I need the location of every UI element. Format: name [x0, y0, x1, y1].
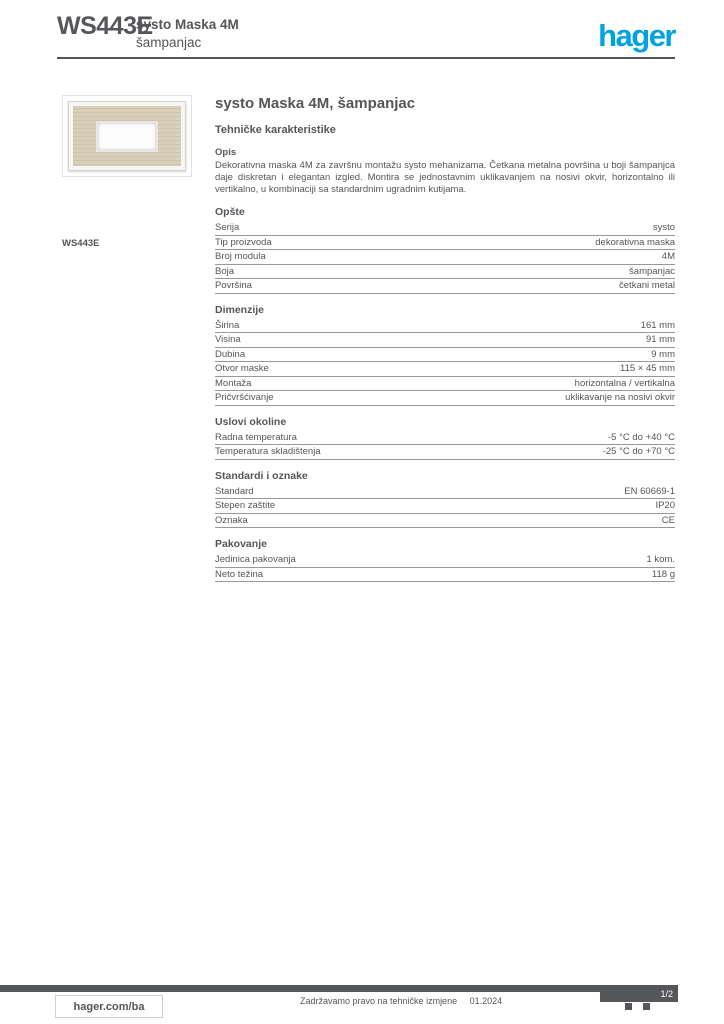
section-title: Standardi i oznake: [215, 469, 308, 482]
spec-label: Jedinica pakovanja: [215, 554, 296, 566]
page-number-badge: 1/2: [600, 985, 678, 1002]
spec-label: Neto težina: [215, 568, 264, 580]
spec-rows: Radna temperatura -5 °C do +40 °C Temper…: [215, 431, 675, 460]
spec-label: Pričvršćivanje: [215, 392, 274, 404]
spec-value: -25 °C do +70 °C: [602, 446, 675, 458]
footer-date: 01.2024: [469, 996, 503, 1006]
page-number: 1/2: [660, 988, 673, 999]
spec-rows: Standard EN 60669-1 Stepen zaštite IP20 …: [215, 485, 675, 529]
spec-label: Visina: [215, 334, 241, 346]
product-reference: WS443E: [57, 12, 153, 40]
spec-row: Površina četkani metal: [215, 279, 675, 294]
spec-section-environment: Uslovi okoline Radna temperatura -5 °C d…: [215, 416, 675, 460]
spec-row: Neto težina 118 g: [215, 568, 675, 583]
subtitle: Tehničke karakteristike: [215, 124, 336, 137]
spec-value: 115 × 45 mm: [619, 363, 675, 375]
spec-label: Serija: [215, 222, 240, 234]
footer-square-icon: [643, 1003, 650, 1010]
spec-value: EN 60669-1: [624, 485, 675, 497]
spec-label: Temperatura skladištenja: [215, 446, 321, 458]
page-title: systo Maska 4M, šampanjac: [215, 95, 416, 112]
spec-row: Temperatura skladištenja -25 °C do +70 °…: [215, 445, 675, 460]
spec-row: Širina 161 mm: [215, 319, 675, 334]
disclaimer-text: Zadržavamo pravo na tehničke izmjene: [300, 996, 458, 1006]
spec-row: Otvor maske 115 × 45 mm: [215, 362, 675, 377]
hager-site-link[interactable]: hager.com/ba: [55, 995, 163, 1018]
spec-section-dimensions: Dimenzije Širina 161 mm Visina 91 mm Dub…: [215, 304, 675, 406]
spec-rows: Jedinica pakovanja 1 kom. Neto težina 11…: [215, 553, 675, 583]
spec-value: dekorativna maska: [595, 236, 675, 248]
footer-band: [0, 985, 678, 992]
cover-plate-image: [68, 101, 186, 171]
hager-logo: hager: [598, 18, 676, 53]
footer-disclaimer: Zadržavamo pravo na tehničke izmjene 01.…: [300, 996, 502, 1006]
header-product-line1: systo Maska 4M: [136, 17, 239, 32]
spec-section-packaging: Pakovanje Jedinica pakovanja 1 kom. Neto…: [215, 538, 675, 583]
description-label: Opis: [215, 147, 237, 159]
header-divider: [57, 57, 675, 59]
spec-value: -5 °C do +40 °C: [607, 431, 675, 443]
plate-metal-surface: [73, 106, 181, 166]
spec-value: 1 kom.: [646, 554, 675, 566]
spec-value: 118 g: [651, 568, 675, 580]
spec-row: Tip proizvoda dekorativna maska: [215, 236, 675, 251]
spec-row: Jedinica pakovanja 1 kom.: [215, 553, 675, 568]
spec-section-general: Opšte Serija systo Tip proizvoda dekorat…: [215, 206, 675, 294]
spec-row: Dubina 9 mm: [215, 348, 675, 363]
spec-row: Visina 91 mm: [215, 333, 675, 348]
spec-row: Broj modula 4M: [215, 250, 675, 265]
photo-caption: WS443E: [62, 238, 100, 249]
spec-row: Boja šampanjac: [215, 265, 675, 280]
header-product-name: systo Maska 4M šampanjac: [136, 14, 239, 51]
main-content: systo Maska 4M, šampanjac Tehničke karak…: [215, 95, 675, 583]
spec-value: 9 mm: [651, 348, 675, 360]
spec-value: četkani metal: [619, 280, 675, 292]
spec-value: systo: [652, 222, 675, 234]
section-title: Uslovi okoline: [215, 415, 287, 428]
spec-label: Broj modula: [215, 251, 266, 263]
spec-value: IP20: [655, 500, 675, 512]
footer-square-icon: [625, 1003, 632, 1010]
spec-row: Montaža horizontalna / vertikalna: [215, 377, 675, 392]
spec-label: Stepen zaštite: [215, 500, 276, 512]
spec-row: Serija systo: [215, 221, 675, 236]
spec-label: Radna temperatura: [215, 431, 297, 443]
plate-module-window: [96, 120, 158, 152]
header-product-line2: šampanjac: [136, 34, 202, 50]
product-photo: [62, 95, 192, 177]
spec-value: horizontalna / vertikalna: [574, 377, 675, 389]
spec-value: 91 mm: [645, 334, 675, 346]
spec-row: Pričvršćivanje uklikavanje na nosivi okv…: [215, 391, 675, 406]
spec-value: 4M: [661, 251, 675, 263]
spec-row: Standard EN 60669-1: [215, 485, 675, 500]
spec-label: Širina: [215, 319, 240, 331]
section-title: Pakovanje: [215, 538, 267, 551]
section-title: Opšte: [215, 206, 245, 219]
spec-section-standards: Standardi i oznake Standard EN 60669-1 S…: [215, 470, 675, 529]
spec-label: Oznaka: [215, 514, 248, 526]
description-text: Dekorativna maska 4M za završnu montažu …: [215, 160, 675, 196]
spec-row: Oznaka CE: [215, 514, 675, 529]
spec-label: Tip proizvoda: [215, 236, 272, 248]
section-title: Dimenzije: [215, 303, 265, 316]
spec-row: Stepen zaštite IP20: [215, 499, 675, 514]
spec-label: Površina: [215, 280, 252, 292]
spec-value: šampanjac: [629, 265, 675, 277]
header: WS443E systo Maska 4M šampanjac: [57, 14, 239, 51]
spec-rows: Serija systo Tip proizvoda dekorativna m…: [215, 221, 675, 294]
spec-label: Boja: [215, 265, 235, 277]
spec-label: Standard: [215, 485, 254, 497]
spec-label: Montaža: [215, 377, 252, 389]
spec-value: uklikavanje na nosivi okvir: [565, 392, 675, 404]
spec-value: 161 mm: [640, 319, 675, 331]
spec-label: Dubina: [215, 348, 246, 360]
spec-rows: Širina 161 mm Visina 91 mm Dubina 9 mm: [215, 319, 675, 406]
spec-label: Otvor maske: [215, 363, 269, 375]
spec-row: Radna temperatura -5 °C do +40 °C: [215, 431, 675, 446]
spec-value: CE: [661, 514, 675, 526]
